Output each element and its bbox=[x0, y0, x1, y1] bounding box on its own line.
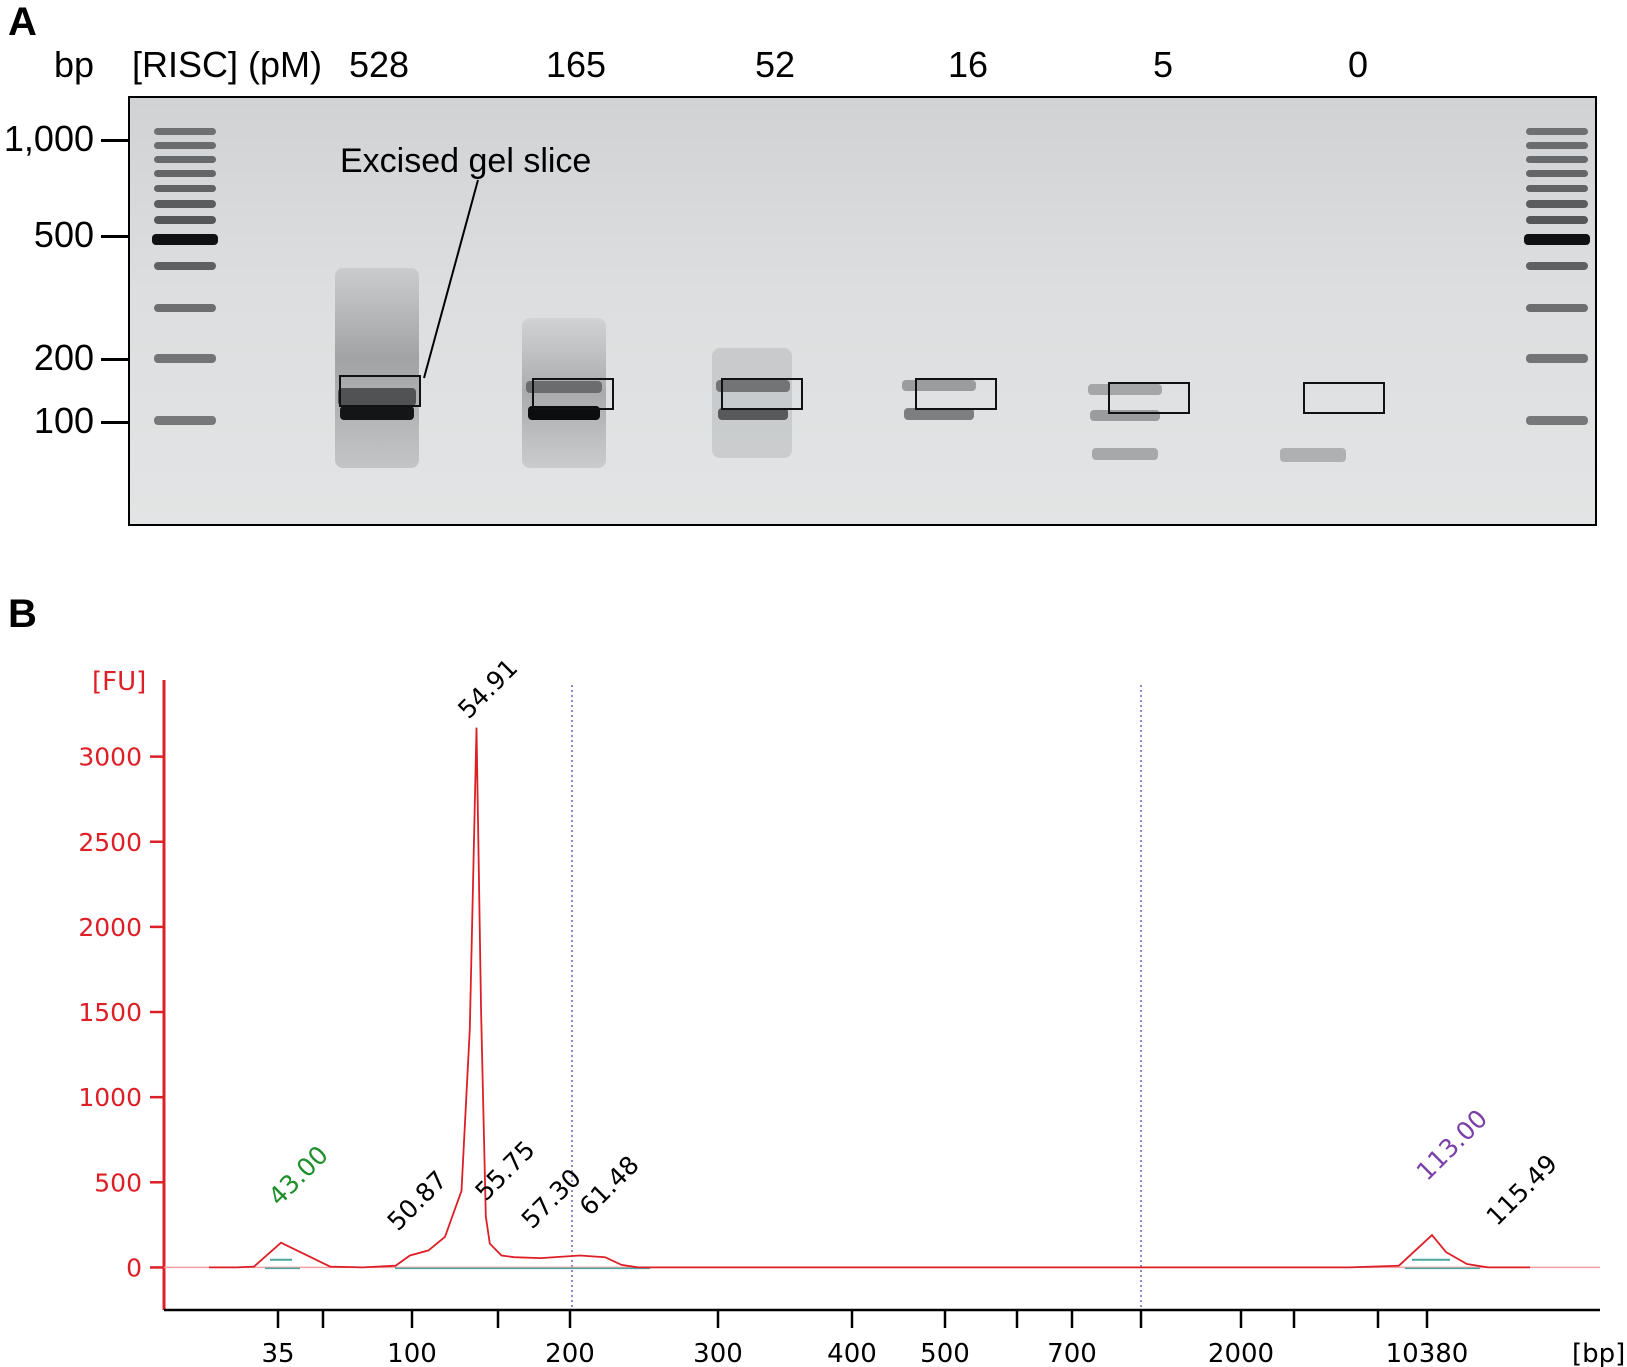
condition-label: [RISC] (pM) bbox=[132, 44, 323, 85]
y-axis-label: [FU] bbox=[92, 667, 146, 697]
x-axis-label: [bp] bbox=[1572, 1339, 1625, 1367]
x-tick-label-10380: 10380 bbox=[1386, 1339, 1469, 1367]
marker-200-label: 200 bbox=[33, 337, 94, 378]
excised-slice-box-52 bbox=[721, 378, 803, 410]
lane-label-0: 0 bbox=[1348, 44, 1369, 85]
peak-label-55.75: 55.75 bbox=[469, 1135, 540, 1206]
lane-label-52: 52 bbox=[755, 44, 796, 85]
callout-leader-line bbox=[423, 179, 479, 379]
marker-100-label: 100 bbox=[33, 400, 94, 441]
y-tick-label-2000: 2000 bbox=[78, 913, 142, 942]
lane-label-16: 16 bbox=[948, 44, 989, 85]
fu-trace bbox=[209, 727, 1530, 1269]
x-tick-label-400: 400 bbox=[827, 1339, 877, 1367]
y-tick-label-3000: 3000 bbox=[78, 743, 142, 772]
excised-slice-box-5 bbox=[1108, 382, 1190, 414]
lane-label-528: 528 bbox=[349, 44, 410, 85]
y-tick-label-2500: 2500 bbox=[78, 828, 142, 857]
x-tick-label-700: 700 bbox=[1047, 1339, 1097, 1367]
x-tick-label-300: 300 bbox=[693, 1339, 743, 1367]
peak-label-54.91: 54.91 bbox=[452, 660, 523, 724]
marker-100-tick bbox=[101, 421, 129, 424]
x-tick-label-35: 35 bbox=[261, 1339, 294, 1367]
x-tick-label-2000: 2000 bbox=[1208, 1339, 1274, 1367]
y-tick-label-0: 0 bbox=[126, 1253, 142, 1282]
x-tick-label-500: 500 bbox=[920, 1339, 970, 1367]
marker-1000-label: 1,000 bbox=[3, 118, 94, 159]
peak-label-115.49: 115.49 bbox=[1481, 1149, 1563, 1231]
lane-label-5: 5 bbox=[1153, 44, 1174, 85]
marker-500-tick bbox=[101, 235, 129, 238]
x-tick-label-200: 200 bbox=[545, 1339, 595, 1367]
peak-label-50.87: 50.87 bbox=[382, 1165, 453, 1236]
gel-image bbox=[128, 96, 1597, 526]
excised-slice-box-0 bbox=[1303, 382, 1385, 414]
excised-slice-box-165 bbox=[532, 378, 614, 410]
peak-label-43.00: 43.00 bbox=[263, 1140, 334, 1211]
electropherogram-chart: [FU] 0 500 1000 1500 2000 2500 3000 35 100 200 300 4… bbox=[78, 660, 1625, 1367]
bp-label: bp bbox=[54, 44, 95, 85]
y-tick-label-500: 500 bbox=[94, 1168, 142, 1197]
excised-slice-box-528 bbox=[339, 375, 421, 407]
panel-a-label: A bbox=[8, 0, 37, 44]
y-tick-label-1000: 1000 bbox=[78, 1083, 142, 1112]
marker-1000-tick bbox=[101, 139, 129, 142]
peak-label-113.00: 113.00 bbox=[1411, 1104, 1493, 1186]
x-tick-label-100: 100 bbox=[387, 1339, 437, 1367]
y-tick-label-1500: 1500 bbox=[78, 998, 142, 1027]
marker-200-tick bbox=[101, 358, 129, 361]
excised-slice-callout: Excised gel slice bbox=[340, 142, 592, 180]
marker-500-label: 500 bbox=[33, 214, 94, 255]
excised-slice-box-16 bbox=[915, 378, 997, 410]
panel-b-label: B bbox=[8, 592, 37, 636]
lane-label-165: 165 bbox=[546, 44, 607, 85]
